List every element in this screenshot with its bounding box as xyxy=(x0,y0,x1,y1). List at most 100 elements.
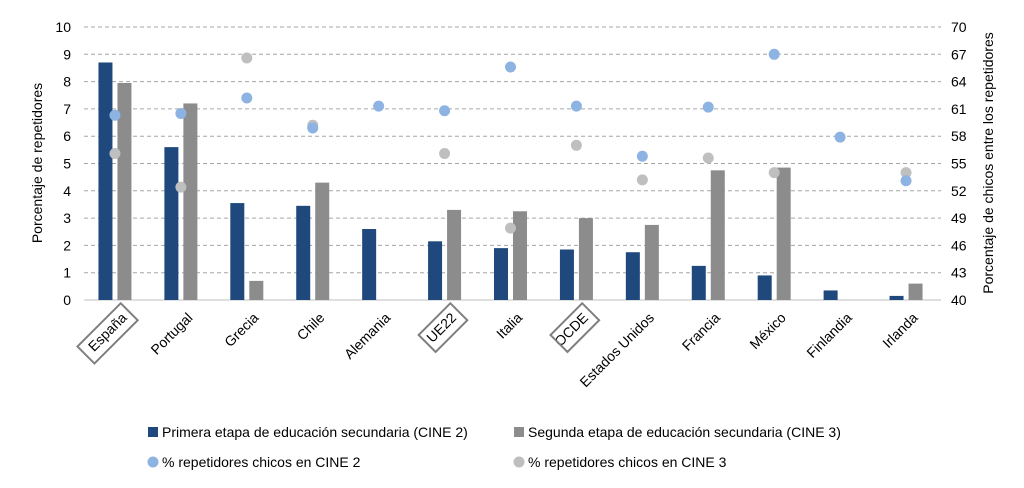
right-tick-label: 52 xyxy=(951,183,967,199)
dot-cine2 xyxy=(636,150,648,162)
legend-marker xyxy=(513,456,525,468)
legend-swatch xyxy=(514,427,524,437)
highlight-box xyxy=(76,301,140,365)
left-tick-label: 9 xyxy=(63,46,71,62)
bar-cine2 xyxy=(625,252,640,300)
dot-cine3 xyxy=(109,147,121,159)
dot-cine2 xyxy=(834,131,846,143)
right-tick-label: 40 xyxy=(951,292,967,308)
right-tick-label: 55 xyxy=(951,156,967,172)
left-tick-label: 10 xyxy=(55,19,71,35)
bar-cine3 xyxy=(447,209,462,300)
right-tick-label: 64 xyxy=(951,74,967,90)
category-label-group: España xyxy=(76,301,140,365)
right-tick-label: 58 xyxy=(951,128,967,144)
right-tick-label: 43 xyxy=(951,265,967,281)
dots xyxy=(109,48,912,234)
category-label: Portugal xyxy=(147,309,195,357)
bar-cine2 xyxy=(691,265,706,300)
bar-cine3 xyxy=(183,103,198,300)
category-label-group: Francia xyxy=(679,309,723,353)
bar-cine3 xyxy=(513,211,527,300)
legend: Primera etapa de educación secundaria (C… xyxy=(147,424,841,470)
left-tick-label: 8 xyxy=(63,74,71,90)
dot-cine3 xyxy=(570,139,582,151)
bar-cine2 xyxy=(757,275,772,300)
dot-cine3 xyxy=(439,147,451,159)
right-axis: 40 43 46 49 52 55 58 61 64 67 70 xyxy=(951,19,967,308)
dot-cine2 xyxy=(768,48,780,60)
legend-label: % repetidores chicos en CINE 3 xyxy=(528,454,727,470)
left-tick-label: 7 xyxy=(63,101,71,117)
category-label: Irlanda xyxy=(879,309,921,351)
category-label-group: Alemania xyxy=(341,309,394,362)
right-tick-label: 46 xyxy=(951,237,967,253)
dot-cine2 xyxy=(241,92,253,104)
dot-cine2 xyxy=(570,100,582,112)
bar-cine3 xyxy=(315,182,330,300)
dot-cine3 xyxy=(636,174,648,186)
dot-cine3 xyxy=(505,222,516,234)
category-label: UE22 xyxy=(423,309,459,345)
dot-cine3 xyxy=(241,52,253,64)
category-label-group: Grecia xyxy=(221,309,262,350)
category-label: Italia xyxy=(493,309,525,341)
dot-cine2 xyxy=(109,109,121,121)
bar-cine2 xyxy=(98,62,113,300)
right-tick-label: 67 xyxy=(951,46,967,62)
bar-cine2 xyxy=(494,248,508,300)
category-label-group: Portugal xyxy=(147,309,195,357)
left-tick-label: 5 xyxy=(63,156,71,172)
highlight-box xyxy=(417,301,469,354)
bar-cine3 xyxy=(908,283,923,300)
category-label: Grecia xyxy=(221,309,262,350)
dot-cine2 xyxy=(900,175,912,187)
left-tick-label: 3 xyxy=(63,210,71,226)
category-label-group: Irlanda xyxy=(879,309,921,351)
bar-cine2 xyxy=(230,203,245,300)
bar-cine3 xyxy=(578,218,593,300)
bar-cine3 xyxy=(710,170,725,300)
left-axis: 0 1 2 3 4 5 6 7 8 9 10 xyxy=(55,19,71,308)
bar-cine3 xyxy=(644,224,659,300)
bar-cine2 xyxy=(296,205,311,300)
bar-cine2 xyxy=(889,295,904,300)
right-tick-label: 70 xyxy=(951,19,967,35)
legend-marker xyxy=(147,456,159,468)
dot-cine2 xyxy=(175,107,187,119)
legend-label: Segunda etapa de educación secundaria (C… xyxy=(528,424,841,440)
bars xyxy=(98,62,923,300)
category-label-group: Finlandia xyxy=(803,309,855,361)
left-tick-label: 2 xyxy=(63,237,71,253)
highlight-box xyxy=(549,301,601,354)
dot-cine2 xyxy=(373,100,385,112)
legend-label: Primera etapa de educación secundaria (C… xyxy=(162,424,468,440)
category-label-group: Italia xyxy=(493,309,525,341)
bar-cine3 xyxy=(776,167,791,300)
left-tick-label: 4 xyxy=(63,183,71,199)
category-label-group: México xyxy=(746,309,789,352)
dot-cine2 xyxy=(307,122,319,134)
left-tick-label: 6 xyxy=(63,128,71,144)
category-label-group: OCDE xyxy=(549,301,601,354)
bar-cine2 xyxy=(164,147,179,300)
bar-cine2 xyxy=(362,229,377,300)
legend-label: % repetidores chicos en CINE 2 xyxy=(162,454,361,470)
dot-cine3 xyxy=(175,181,187,193)
right-tick-label: 49 xyxy=(951,210,967,226)
bar-cine3 xyxy=(117,82,132,300)
legend-swatch xyxy=(148,427,158,437)
x-axis-labels: España Portugal Grecia Chile Alemania UE22 Ita… xyxy=(76,301,921,390)
category-label-group: UE22 xyxy=(417,301,469,354)
right-axis-label: Porcentaje de chicos entre los repetidor… xyxy=(980,32,996,293)
category-label: Finlandia xyxy=(803,309,855,361)
category-label: México xyxy=(746,309,789,352)
left-tick-label: 0 xyxy=(63,292,71,308)
left-tick-label: 1 xyxy=(63,265,71,281)
dot-cine2 xyxy=(505,61,516,73)
dot-cine2 xyxy=(702,101,714,113)
bar-cine3 xyxy=(249,280,264,300)
left-axis-label: Porcentaje de repetidores xyxy=(29,83,45,243)
